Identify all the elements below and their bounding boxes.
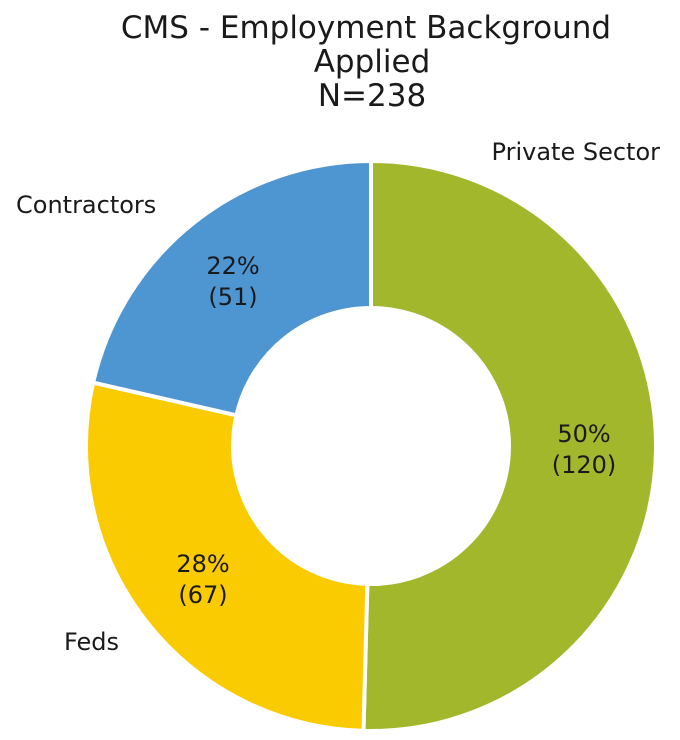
count-label-feds: (67) <box>178 581 227 609</box>
percent-label-contractors: 22% <box>206 252 259 280</box>
count-label-contractors: (51) <box>208 283 257 311</box>
category-label-feds: Feds <box>64 628 119 656</box>
chart-title-line-1: CMS - Employment Background <box>121 10 611 46</box>
slice-private-sector <box>361 158 658 733</box>
chart-title-line-2: Applied <box>314 44 431 80</box>
slice-feds <box>84 380 370 733</box>
slice-contractors <box>90 158 373 418</box>
percent-label-feds: 28% <box>176 550 229 578</box>
slice-labels: Private Sector 50% (120) Feds 28% (67) Contrac… <box>16 138 660 656</box>
count-label-private-sector: (120) <box>552 451 617 479</box>
category-label-private-sector: Private Sector <box>492 138 661 166</box>
chart-title: CMS - Employment Background Applied N=23… <box>121 10 611 114</box>
chart-title-line-3: N=238 <box>318 78 426 114</box>
percent-label-private-sector: 50% <box>557 420 610 448</box>
category-label-contractors: Contractors <box>16 191 156 219</box>
donut-slices <box>84 158 658 733</box>
